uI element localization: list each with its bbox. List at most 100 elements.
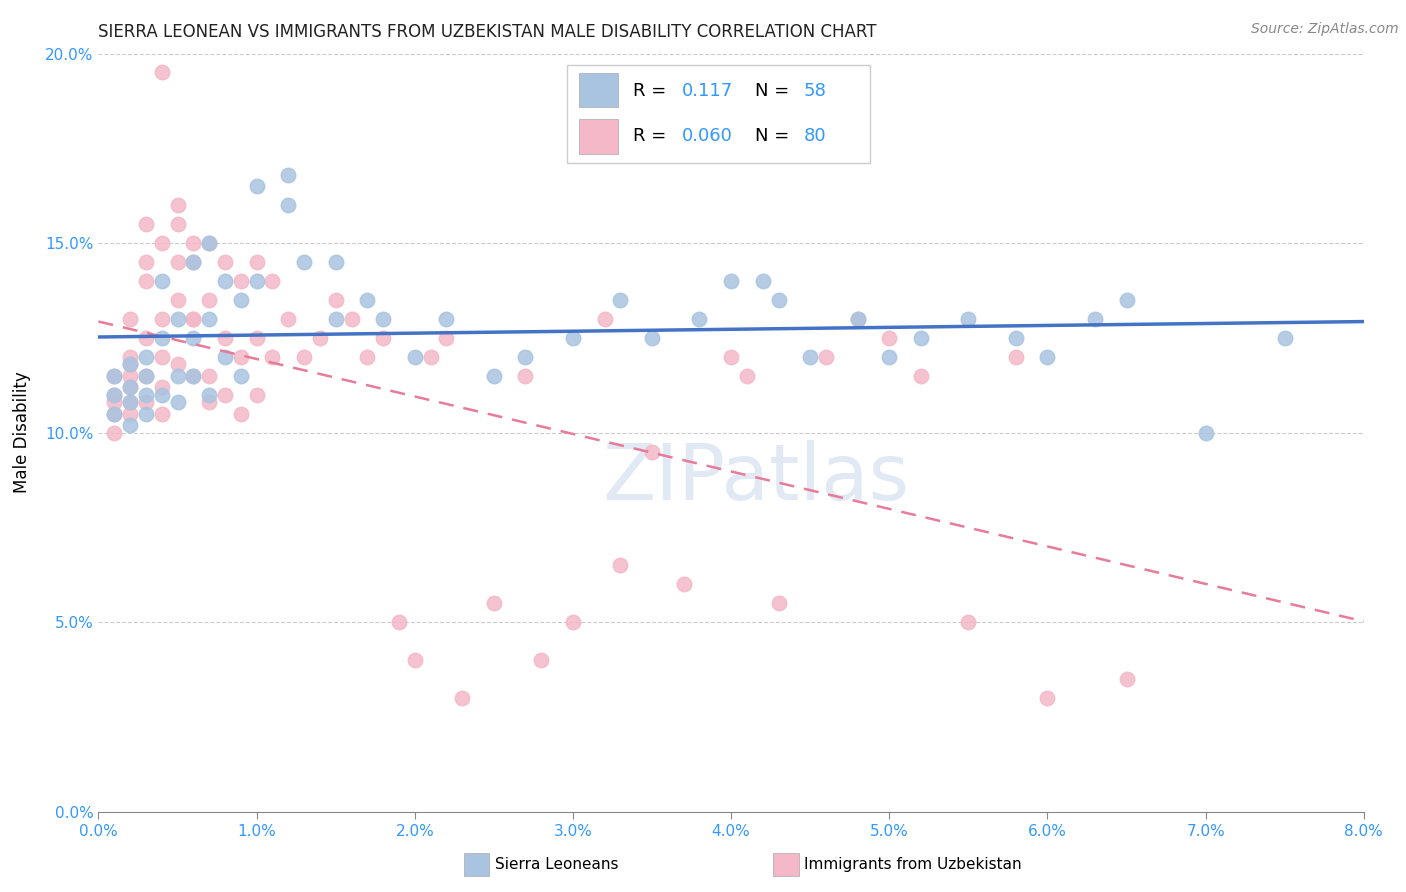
Point <box>246 331 269 345</box>
Point <box>1004 350 1026 364</box>
Point <box>768 596 790 610</box>
Point <box>688 312 710 326</box>
Point <box>135 395 157 409</box>
Point <box>214 388 236 402</box>
Point <box>846 312 869 326</box>
Point <box>120 395 141 409</box>
Point <box>198 236 221 251</box>
Point <box>103 425 125 440</box>
Point <box>214 255 236 269</box>
Point <box>103 407 125 421</box>
Point <box>641 331 664 345</box>
Point <box>356 293 378 307</box>
Point <box>1004 331 1026 345</box>
Point <box>103 388 125 402</box>
Point <box>135 350 157 364</box>
Point <box>609 293 631 307</box>
Point <box>135 368 157 383</box>
Point <box>229 293 252 307</box>
Point <box>388 615 411 630</box>
Point <box>910 368 932 383</box>
Point <box>198 236 221 251</box>
Point <box>957 615 980 630</box>
Point <box>515 368 537 383</box>
Point <box>325 312 347 326</box>
Point <box>120 380 141 394</box>
Point <box>735 368 758 383</box>
Point <box>198 395 221 409</box>
Text: SIERRA LEONEAN VS IMMIGRANTS FROM UZBEKISTAN MALE DISABILITY CORRELATION CHART: SIERRA LEONEAN VS IMMIGRANTS FROM UZBEKI… <box>98 23 877 41</box>
Point <box>593 312 616 326</box>
Point <box>183 312 205 326</box>
Point <box>120 350 141 364</box>
Point <box>120 418 141 433</box>
Point <box>246 179 269 194</box>
Point <box>135 217 157 231</box>
Point <box>183 368 205 383</box>
Point <box>292 255 315 269</box>
Point <box>371 312 394 326</box>
Point <box>150 350 173 364</box>
Point <box>166 198 188 212</box>
Text: ZIPatlas: ZIPatlas <box>603 440 910 516</box>
Point <box>150 380 173 394</box>
Point <box>609 558 631 573</box>
Point <box>309 331 332 345</box>
Point <box>1084 312 1107 326</box>
Point <box>436 312 458 326</box>
Point <box>262 274 284 288</box>
Point <box>419 350 441 364</box>
Point <box>356 350 378 364</box>
Point <box>198 368 221 383</box>
Point <box>150 274 173 288</box>
Point <box>183 312 205 326</box>
Point <box>183 236 205 251</box>
Point <box>1036 350 1059 364</box>
Point <box>877 350 901 364</box>
Point <box>150 388 173 402</box>
Point <box>451 691 474 706</box>
Point <box>641 444 664 458</box>
Point <box>183 255 205 269</box>
Point <box>150 236 173 251</box>
Point <box>103 395 125 409</box>
Point <box>246 255 269 269</box>
Point <box>561 331 585 345</box>
Point <box>166 358 188 372</box>
Point <box>214 331 236 345</box>
Point <box>910 331 932 345</box>
Point <box>120 312 141 326</box>
Point <box>198 388 221 402</box>
Point <box>751 274 773 288</box>
Y-axis label: Male Disability: Male Disability <box>13 372 31 493</box>
Point <box>340 312 363 326</box>
Text: Immigrants from Uzbekistan: Immigrants from Uzbekistan <box>804 857 1022 871</box>
Point <box>135 331 157 345</box>
Point <box>1036 691 1059 706</box>
Point <box>877 331 901 345</box>
Point <box>120 358 141 372</box>
Point <box>135 388 157 402</box>
Point <box>957 312 980 326</box>
Point <box>482 368 505 383</box>
Point <box>229 368 252 383</box>
Point <box>120 358 141 372</box>
Point <box>166 217 188 231</box>
Point <box>1115 672 1137 686</box>
Point <box>720 350 742 364</box>
Point <box>120 395 141 409</box>
Point <box>214 274 236 288</box>
Point <box>404 653 426 667</box>
Point <box>150 407 173 421</box>
Point <box>846 312 869 326</box>
Point <box>768 293 790 307</box>
Point <box>325 293 347 307</box>
Point <box>229 350 252 364</box>
Point <box>672 577 695 591</box>
Point <box>277 198 299 212</box>
Point <box>120 368 141 383</box>
Point <box>214 350 236 364</box>
Point <box>404 350 426 364</box>
Point <box>183 368 205 383</box>
Text: Source: ZipAtlas.com: Source: ZipAtlas.com <box>1251 22 1399 37</box>
